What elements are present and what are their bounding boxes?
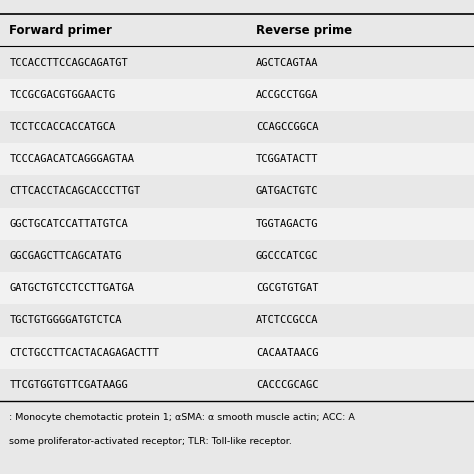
Bar [0,208,474,240]
Bar [0,337,474,369]
Bar [0,304,474,337]
Text: : Monocyte chemotactic protein 1; αSMA: α smooth muscle actin; ACC: A: : Monocyte chemotactic protein 1; αSMA: … [9,413,356,422]
Text: some proliferator-activated receptor; TLR: Toll-like receptor.: some proliferator-activated receptor; TL… [9,437,292,446]
Bar [0,46,474,79]
Text: TCCGCGACGTGGAACTG: TCCGCGACGTGGAACTG [9,90,116,100]
Text: Reverse prime: Reverse prime [256,24,352,37]
Bar [0,14,474,46]
Text: TTCGTGGTGTTCGATAAGG: TTCGTGGTGTTCGATAAGG [9,380,128,390]
Text: ACCGCCTGGA: ACCGCCTGGA [256,90,319,100]
Bar [0,143,474,175]
Text: TCGGATACTT: TCGGATACTT [256,154,319,164]
Text: GATGCTGTCCTCCTTGATGA: GATGCTGTCCTCCTTGATGA [9,283,135,293]
Text: CCAGCCGGCA: CCAGCCGGCA [256,122,319,132]
Text: CACCCGCAGC: CACCCGCAGC [256,380,319,390]
Text: CGCGTGTGAT: CGCGTGTGAT [256,283,319,293]
Text: CTCTGCCTTCACTACAGAGACTTT: CTCTGCCTTCACTACAGAGACTTT [9,347,159,358]
Text: TGGTAGACTG: TGGTAGACTG [256,219,319,229]
Text: TCCCAGACATCAGGGAGTAA: TCCCAGACATCAGGGAGTAA [9,154,135,164]
Text: GATGACTGTC: GATGACTGTC [256,186,319,197]
Text: CACAATAACG: CACAATAACG [256,347,319,358]
Text: TGCTGTGGGGATGTCTCA: TGCTGTGGGGATGTCTCA [9,315,122,326]
Text: AGCTCAGTAA: AGCTCAGTAA [256,57,319,68]
Text: GGCGAGCTTCAGCATATG: GGCGAGCTTCAGCATATG [9,251,122,261]
Text: CTTCACCTACAGCACCCTTGT: CTTCACCTACAGCACCCTTGT [9,186,141,197]
Bar [0,272,474,304]
Bar [0,175,474,208]
Bar [0,369,474,401]
Text: TCCACCTTCCAGCAGATGT: TCCACCTTCCAGCAGATGT [9,57,128,68]
Bar [0,79,474,111]
Bar [0,111,474,143]
Text: TCCTCCACCACCATGCA: TCCTCCACCACCATGCA [9,122,116,132]
Bar [0,240,474,272]
Text: ATCTCCGCCA: ATCTCCGCCA [256,315,319,326]
Text: GGCCCATCGC: GGCCCATCGC [256,251,319,261]
Text: Forward primer: Forward primer [9,24,112,37]
Text: GGCTGCATCCATTATGTCA: GGCTGCATCCATTATGTCA [9,219,128,229]
